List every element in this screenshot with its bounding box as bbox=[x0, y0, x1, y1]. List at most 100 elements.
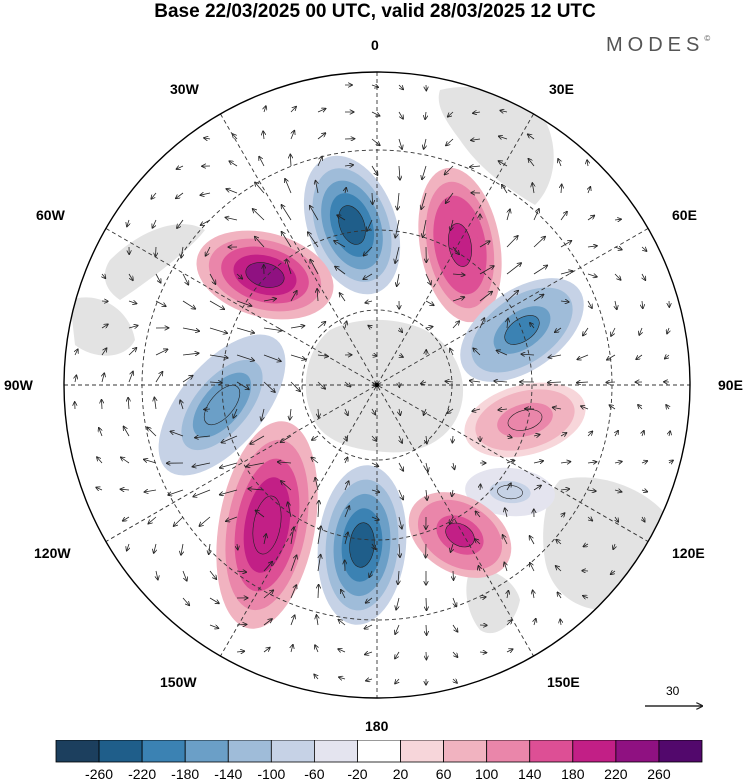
wind-arrow bbox=[533, 295, 544, 302]
wind-arrow bbox=[614, 247, 622, 250]
colorbar-swatch bbox=[98, 740, 143, 763]
wind-arrow bbox=[101, 324, 108, 328]
wind-arrow bbox=[480, 484, 481, 491]
new-zealand-land bbox=[466, 569, 520, 634]
wind-arrow bbox=[560, 241, 571, 248]
wind-arrow bbox=[195, 436, 211, 438]
wind-arrow bbox=[340, 293, 346, 302]
wind-arrow bbox=[344, 481, 349, 491]
wind-arrow bbox=[253, 209, 265, 221]
wind-arrow bbox=[445, 165, 454, 175]
wind-arrow bbox=[317, 381, 325, 389]
wind-arrow bbox=[561, 184, 562, 194]
wind-arrow bbox=[236, 300, 252, 306]
wind-arrow bbox=[250, 435, 265, 444]
anomaly-negative-1 bbox=[303, 155, 401, 295]
wind-arrow bbox=[475, 511, 481, 518]
wind-arrow bbox=[285, 179, 292, 194]
anomaly-positive-5 bbox=[464, 382, 586, 458]
wind-arrow bbox=[583, 544, 589, 547]
wind-arrow bbox=[452, 651, 458, 657]
wind-arrow bbox=[312, 435, 319, 440]
wind-arrow bbox=[399, 355, 403, 357]
wind-arrow bbox=[182, 597, 189, 605]
wind-arrow bbox=[182, 300, 195, 309]
wind-arrow bbox=[424, 408, 427, 415]
wind-arrow bbox=[614, 462, 622, 464]
wind-arrow bbox=[425, 300, 434, 305]
wind-arrow bbox=[587, 274, 597, 277]
wind-arrow bbox=[363, 273, 373, 279]
wind-arrow bbox=[181, 543, 183, 555]
lon-label-150w: 150W bbox=[160, 674, 197, 690]
wind-arrow bbox=[556, 566, 562, 572]
wind-arrow bbox=[452, 321, 459, 329]
wind-arrow bbox=[473, 348, 481, 356]
wind-arrow bbox=[371, 435, 377, 441]
wind-arrow bbox=[614, 273, 621, 280]
wind-arrow bbox=[180, 400, 183, 410]
wind-arrow bbox=[425, 273, 431, 285]
wind-arrow bbox=[453, 462, 455, 469]
colorbar-tick-label: -20 bbox=[347, 766, 368, 782]
wind-arrow bbox=[236, 651, 244, 652]
wind-arrow bbox=[587, 462, 597, 463]
wind-arrow bbox=[151, 192, 157, 199]
wind-arrow bbox=[424, 138, 426, 149]
lon-label-180: 180 bbox=[365, 718, 389, 734]
wind-arrow bbox=[398, 138, 402, 149]
contour-level bbox=[203, 384, 241, 426]
wind-arrow bbox=[97, 457, 103, 464]
colorbar-swatch bbox=[313, 740, 358, 763]
wind-arrow bbox=[642, 431, 644, 437]
wind-arrow bbox=[426, 435, 427, 444]
wind-arrow bbox=[426, 462, 428, 472]
wind-arrow bbox=[226, 189, 238, 194]
wind-arrow bbox=[170, 431, 184, 437]
wind-arrow bbox=[259, 157, 265, 167]
wind-arrow bbox=[288, 502, 292, 518]
wind-arrow bbox=[344, 506, 349, 518]
wind-arrow bbox=[263, 131, 264, 140]
wind-arrow bbox=[121, 457, 130, 464]
wind-arrow bbox=[318, 555, 321, 572]
wind-arrow bbox=[264, 106, 266, 113]
wind-arrow bbox=[583, 596, 589, 598]
wind-arrow bbox=[639, 327, 642, 335]
wind-arrow bbox=[581, 406, 589, 409]
wind-arrow bbox=[473, 112, 481, 113]
wind-arrow bbox=[556, 540, 562, 545]
lon-label-120e: 120E bbox=[672, 545, 705, 561]
wind-arrow bbox=[614, 490, 622, 492]
wind-arrow bbox=[128, 372, 133, 383]
wind-arrow bbox=[577, 354, 589, 359]
wind-arrow bbox=[500, 111, 508, 113]
wind-arrow bbox=[451, 543, 454, 552]
wind-arrow bbox=[667, 327, 669, 334]
wind-arrow bbox=[182, 376, 193, 383]
colorbar-swatch bbox=[486, 740, 531, 763]
wind-arrow bbox=[560, 271, 573, 275]
wind-arrow bbox=[399, 543, 400, 557]
wind-arrow bbox=[399, 435, 402, 443]
wind-arrow bbox=[399, 165, 400, 180]
south-pole-marker bbox=[374, 382, 380, 388]
wind-arrow bbox=[290, 326, 305, 328]
wind-arrow bbox=[450, 219, 453, 230]
wind-arrow bbox=[479, 292, 492, 302]
wind-arrow bbox=[396, 597, 399, 610]
wind-arrow bbox=[155, 273, 161, 283]
wind-arrow bbox=[560, 212, 567, 221]
wind-arrow bbox=[398, 111, 403, 119]
wind-arrow bbox=[221, 435, 238, 443]
lon-label-150e: 150E bbox=[547, 674, 580, 690]
wind-arrow bbox=[310, 206, 319, 221]
colorbar-swatch bbox=[55, 740, 100, 763]
wind-arrow bbox=[220, 462, 238, 468]
map-title: Base 22/03/2025 00 UTC, valid 28/03/2025… bbox=[154, 1, 596, 22]
wind-arrow bbox=[398, 462, 403, 471]
wind-arrow bbox=[290, 527, 294, 545]
wind-arrow bbox=[498, 409, 508, 410]
wind-arrow bbox=[534, 619, 536, 626]
wind-arrow bbox=[308, 232, 319, 248]
